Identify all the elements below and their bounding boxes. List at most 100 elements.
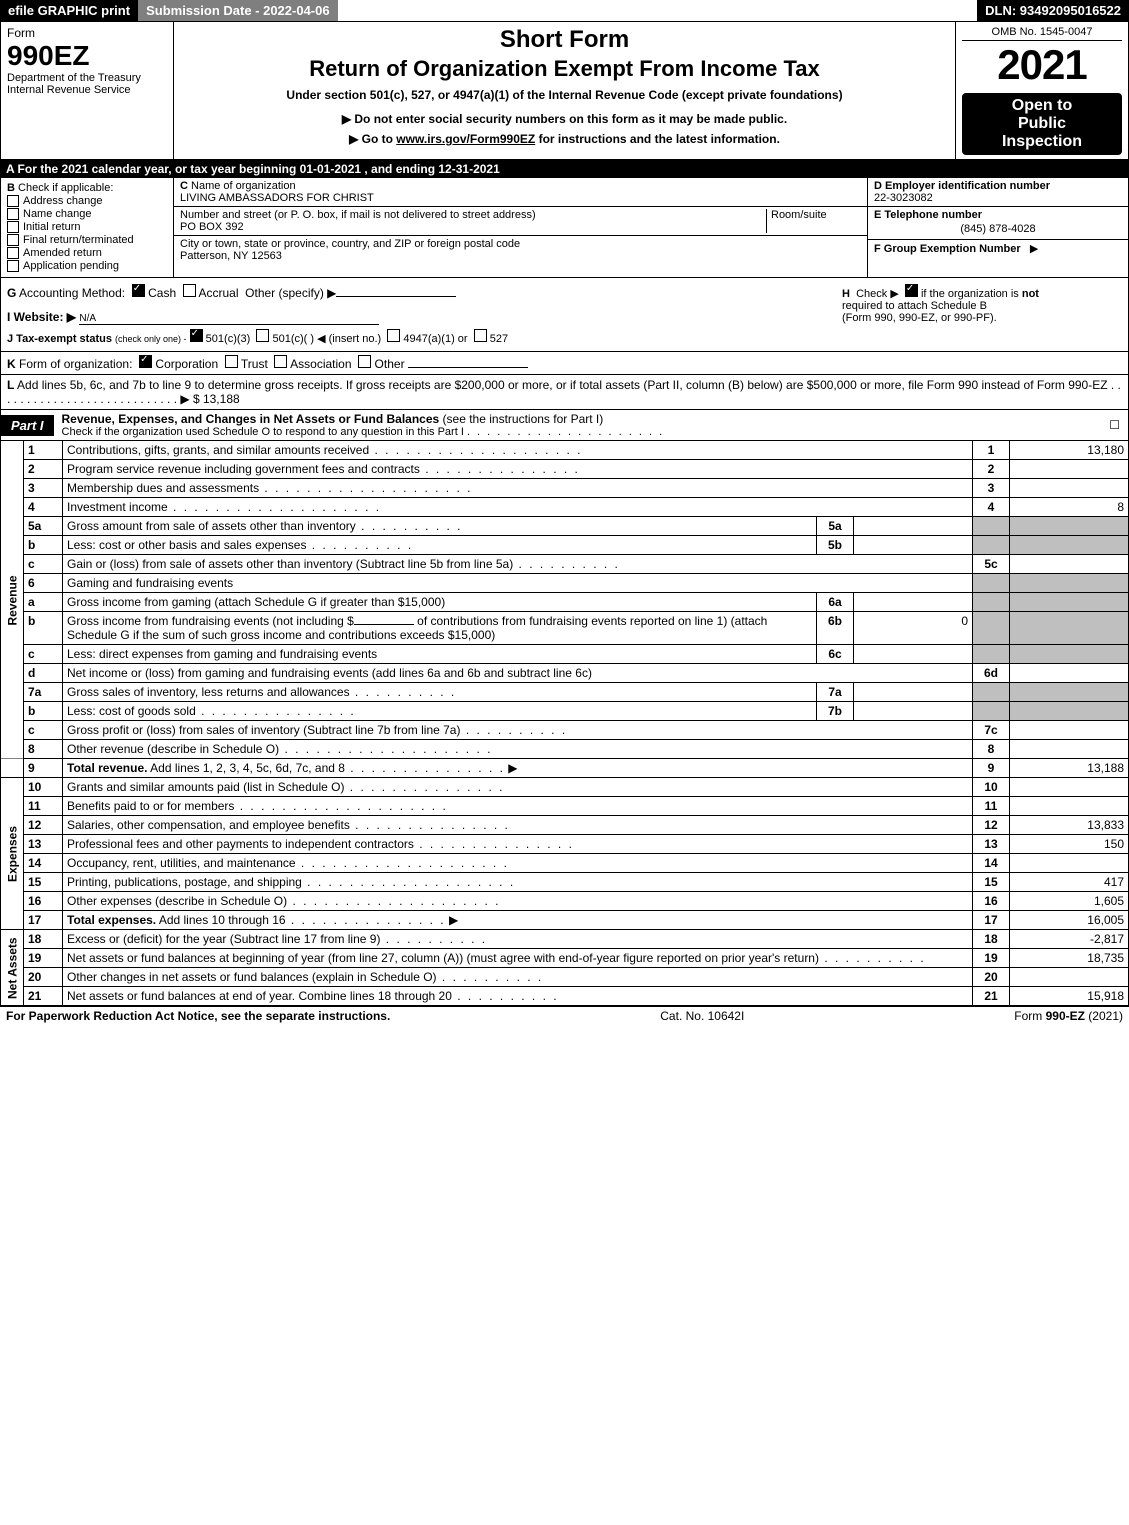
line-7b-num: b [24, 702, 63, 721]
goto-url-link[interactable]: www.irs.gov/Form990EZ [396, 132, 535, 146]
check-address-change[interactable] [7, 195, 19, 207]
check-other-org[interactable] [358, 355, 371, 368]
k-other-input[interactable] [408, 367, 528, 368]
h-not: not [1022, 288, 1039, 300]
part-1-title: Revenue, Expenses, and Changes in Net As… [54, 410, 1106, 440]
check-527[interactable] [474, 329, 487, 342]
check-cash[interactable] [132, 284, 145, 297]
tax-year: 2021 [962, 41, 1122, 89]
check-corporation[interactable] [139, 355, 152, 368]
line-14-num: 14 [24, 854, 63, 873]
line-20-box: 20 [973, 968, 1010, 987]
form-number: 990EZ [7, 40, 90, 71]
line-5b-subval [854, 536, 973, 555]
line-13-amount: 150 [1010, 835, 1129, 854]
line-8-box: 8 [973, 740, 1010, 759]
line-18-box: 18 [973, 930, 1010, 949]
line-9-desc: Total revenue. [67, 761, 147, 775]
g-other-input[interactable] [336, 296, 456, 297]
do-not-enter-ssn: Do not enter social security numbers on … [184, 112, 945, 126]
check-4947[interactable] [387, 329, 400, 342]
check-name-change[interactable] [7, 208, 19, 220]
line-3-desc: Membership dues and assessments [67, 481, 259, 495]
opt-name-change: Name change [23, 208, 92, 220]
line-5c-box: 5c [973, 555, 1010, 574]
k-trust: Trust [241, 357, 268, 371]
line-6b-sublabel: 6b [817, 612, 854, 645]
org-address: PO BOX 392 [180, 221, 244, 233]
line-3-num: 3 [24, 479, 63, 498]
line-4-amount: 8 [1010, 498, 1129, 517]
opt-final-return: Final return/terminated [23, 234, 134, 246]
line-5a-desc: Gross amount from sale of assets other t… [67, 519, 356, 533]
line-8-amount [1010, 740, 1129, 759]
line-16-amount: 1,605 [1010, 892, 1129, 911]
line-3-box: 3 [973, 479, 1010, 498]
h-text1: if the organization is [921, 288, 1022, 300]
telephone-value: (845) 878-4028 [874, 221, 1122, 237]
header-left: Form 990EZ Department of the Treasury In… [1, 22, 174, 159]
line-21-box: 21 [973, 987, 1010, 1006]
check-final-return[interactable] [7, 234, 19, 246]
line-10-amount [1010, 778, 1129, 797]
submission-date: Submission Date - 2022-04-06 [138, 0, 338, 21]
efile-print-button[interactable]: efile GRAPHIC print [0, 0, 138, 21]
line-11-num: 11 [24, 797, 63, 816]
check-amended-return[interactable] [7, 247, 19, 259]
column-c: C Name of organization LIVING AMBASSADOR… [174, 178, 867, 277]
line-6d-num: d [24, 664, 63, 683]
line-6b-blank[interactable] [354, 624, 414, 625]
line-1-box: 1 [973, 441, 1010, 460]
line-5c-desc: Gain or (loss) from sale of assets other… [67, 557, 513, 571]
row-a-calendar-year: A For the 2021 calendar year, or tax yea… [0, 160, 1129, 178]
ein-value: 22-3023082 [874, 192, 933, 204]
column-b: B Check if applicable: Address change Na… [1, 178, 174, 277]
k-letter: K [7, 357, 16, 371]
net-assets-side-label: Net Assets [1, 930, 24, 1006]
row-g-h-i-j: G Accounting Method: Cash Accrual Other … [0, 278, 1129, 352]
line-16-num: 16 [24, 892, 63, 911]
line-5a-sublabel: 5a [817, 517, 854, 536]
line-4-desc: Investment income [67, 500, 168, 514]
line-7b-greyamt [1010, 702, 1129, 721]
line-6-num: 6 [24, 574, 63, 593]
footer-right: Form 990-EZ (2021) [1014, 1009, 1123, 1023]
line-10-box: 10 [973, 778, 1010, 797]
line-9-desc2: Add lines 1, 2, 3, 4, 5c, 6d, 7c, and 8 [150, 761, 345, 775]
line-6c-subval [854, 645, 973, 664]
website-value: N/A [79, 313, 96, 324]
form-word: Form [7, 26, 35, 40]
line-2-desc: Program service revenue including govern… [67, 462, 420, 476]
dln-number: DLN: 93492095016522 [977, 0, 1129, 21]
check-h-schedule-b[interactable] [905, 284, 918, 297]
opt-initial-return: Initial return [23, 221, 80, 233]
line-6b-subval: 0 [854, 612, 973, 645]
check-application-pending[interactable] [7, 260, 19, 272]
line-15-box: 15 [973, 873, 1010, 892]
line-21-desc: Net assets or fund balances at end of ye… [67, 989, 452, 1003]
check-trust[interactable] [225, 355, 238, 368]
line-14-box: 14 [973, 854, 1010, 873]
line-19-desc: Net assets or fund balances at beginning… [67, 951, 819, 965]
line-7a-sublabel: 7a [817, 683, 854, 702]
check-initial-return[interactable] [7, 221, 19, 233]
line-9-amount: 13,188 [1010, 759, 1129, 778]
check-accrual[interactable] [183, 284, 196, 297]
line-6-desc: Gaming and fundraising events [67, 576, 233, 590]
schedule-o-checkbox[interactable]: ☐ [1106, 418, 1128, 432]
line-1-num: 1 [24, 441, 63, 460]
part-1-table: Revenue 1 Contributions, gifts, grants, … [0, 441, 1129, 1006]
line-12-num: 12 [24, 816, 63, 835]
line-21-num: 21 [24, 987, 63, 1006]
part-1-header: Part I Revenue, Expenses, and Changes in… [0, 410, 1129, 441]
g-accrual: Accrual [198, 286, 238, 300]
line-5c-amount [1010, 555, 1129, 574]
line-5b-num: b [24, 536, 63, 555]
check-501c[interactable] [256, 329, 269, 342]
l-text: Add lines 5b, 6c, and 7b to line 9 to de… [17, 378, 1108, 392]
line-6a-desc: Gross income from gaming (attach Schedul… [67, 595, 445, 609]
check-association[interactable] [274, 355, 287, 368]
line-15-desc: Printing, publications, postage, and shi… [67, 875, 302, 889]
check-501c3[interactable] [190, 329, 203, 342]
goto-post: for instructions and the latest informat… [535, 132, 780, 146]
